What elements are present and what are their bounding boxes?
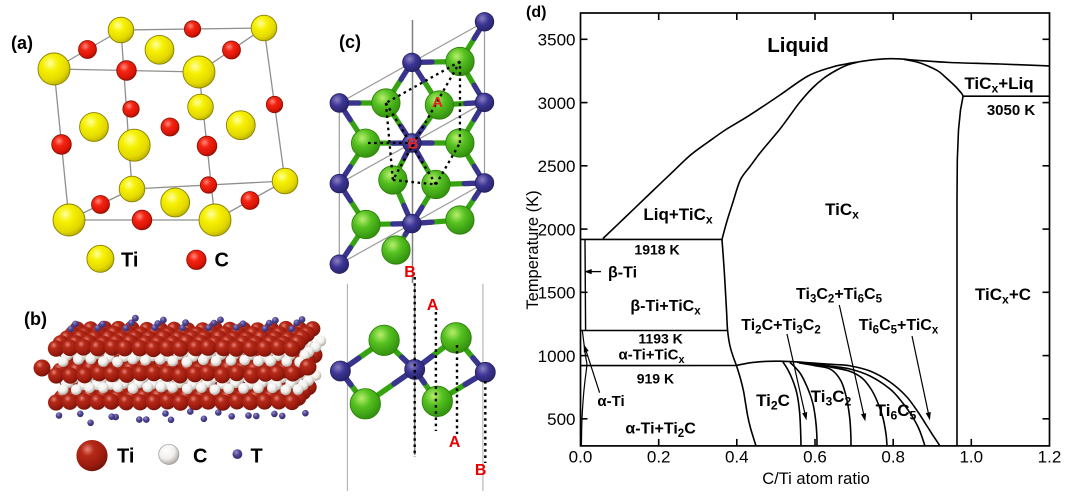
svg-text:C: C — [193, 446, 207, 468]
svg-text:C: C — [215, 250, 229, 272]
svg-text:Temperature (K): Temperature (K) — [524, 190, 542, 309]
svg-text:B: B — [404, 264, 416, 281]
svg-text:Ti2C+Ti3C2: Ti2C+Ti3C2 — [741, 317, 821, 337]
svg-text:Ti: Ti — [121, 250, 138, 272]
svg-text:Ti6C5+TiCx: Ti6C5+TiCx — [859, 317, 939, 337]
svg-text:0.2: 0.2 — [647, 448, 671, 467]
svg-text:(a): (a) — [11, 33, 33, 53]
svg-text:TiCx+C: TiCx+C — [975, 285, 1031, 307]
svg-text:B: B — [408, 136, 419, 153]
svg-text:β-Ti: β-Ti — [608, 265, 637, 282]
svg-text:2500: 2500 — [538, 157, 576, 176]
svg-text:T: T — [251, 446, 263, 468]
svg-text:1.2: 1.2 — [1038, 448, 1062, 467]
svg-text:A: A — [427, 297, 439, 314]
svg-text:(c): (c) — [339, 32, 361, 52]
svg-text:0.8: 0.8 — [881, 448, 905, 467]
svg-text:(d): (d) — [526, 4, 546, 21]
svg-text:α-Ti: α-Ti — [597, 393, 624, 410]
svg-text:1000: 1000 — [538, 347, 576, 366]
svg-text:TiCx+Liq: TiCx+Liq — [964, 74, 1033, 96]
svg-text:0.0: 0.0 — [569, 448, 593, 467]
svg-text:919 K: 919 K — [637, 371, 674, 387]
svg-text:Ti2C: Ti2C — [756, 391, 790, 413]
svg-text:α-Ti+Ti2C: α-Ti+Ti2C — [625, 421, 696, 441]
svg-text:1.0: 1.0 — [959, 448, 983, 467]
svg-text:500: 500 — [547, 410, 575, 429]
svg-text:Ti3C2+Ti6C5: Ti3C2+Ti6C5 — [796, 286, 883, 306]
svg-text:3500: 3500 — [538, 31, 576, 50]
svg-text:Ti: Ti — [117, 446, 134, 468]
svg-text:Ti6C5: Ti6C5 — [876, 401, 917, 423]
svg-text:TiCx: TiCx — [825, 200, 859, 222]
svg-text:2000: 2000 — [538, 220, 576, 239]
svg-text:Liq+TiCx: Liq+TiCx — [643, 205, 713, 227]
svg-text:A: A — [432, 94, 443, 111]
svg-text:β-Ti+TiCx: β-Ti+TiCx — [630, 298, 701, 318]
svg-text:Liquid: Liquid — [767, 34, 828, 57]
svg-text:0.6: 0.6 — [803, 448, 827, 467]
svg-text:C/Ti atom ratio: C/Ti atom ratio — [762, 470, 870, 488]
svg-text:1918 K: 1918 K — [634, 242, 679, 258]
svg-text:(b): (b) — [24, 309, 47, 329]
svg-text:3000: 3000 — [538, 94, 576, 113]
svg-text:A: A — [449, 434, 461, 451]
svg-text:1500: 1500 — [538, 284, 576, 303]
svg-text:0.4: 0.4 — [725, 448, 749, 467]
svg-text:B: B — [475, 462, 487, 479]
svg-text:3050 K: 3050 K — [987, 102, 1036, 119]
svg-text:1193 K: 1193 K — [638, 331, 682, 347]
svg-text:α-Ti+TiCx: α-Ti+TiCx — [619, 347, 685, 366]
svg-text:Ti3C2: Ti3C2 — [811, 387, 852, 409]
